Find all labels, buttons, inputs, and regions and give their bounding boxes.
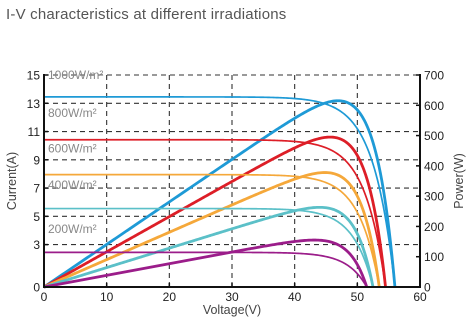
y-right-tick-label: 300: [424, 190, 444, 204]
x-tick-label: 30: [225, 290, 239, 304]
irradiance-label: 1000W/m²: [48, 68, 103, 82]
irradiance-label: 800W/m²: [48, 106, 97, 120]
y-left-tick-label: 11: [28, 125, 41, 139]
y-left-tick-label: 5: [33, 210, 40, 224]
x-tick-label: 20: [163, 290, 177, 304]
y-right-tick-label: 200: [424, 220, 444, 234]
y-left-tick-label: 15: [27, 69, 41, 83]
y-right-tick-label: 500: [424, 129, 444, 143]
y-right-tick-label: 0: [424, 281, 431, 295]
x-axis-label: Voltage(V): [203, 303, 261, 317]
y-left-tick-label: 13: [27, 97, 41, 111]
ticks: 0 10 20 30 40 50 60035791113150100200300400500…: [27, 69, 445, 305]
current-curve: [44, 138, 387, 288]
x-tick-label: 10: [100, 290, 114, 304]
irradiance-label: 200W/m²: [48, 222, 97, 236]
y-right-tick-label: 700: [424, 69, 444, 83]
power-curve: [43, 135, 387, 289]
y-left-tick-label: 9: [33, 153, 40, 167]
y-left-axis-label: Current(A): [5, 152, 19, 210]
irradiance-label: 600W/m²: [48, 141, 97, 155]
irradiance-labels: 1000W/m² 800W/m² 600W/m² 400W/m² 200W/m²: [48, 68, 103, 236]
current-curve: [44, 207, 374, 288]
y-left-tick-label: 3: [33, 238, 40, 252]
power-curve: [43, 171, 381, 289]
current-curve: [44, 173, 381, 288]
power-curve: [43, 238, 369, 289]
page-title: I-V characteristics at different irradia…: [6, 6, 287, 23]
y-right-tick-label: 600: [424, 99, 444, 113]
irradiance-label: 400W/m²: [48, 178, 97, 192]
x-tick-label: 0: [41, 290, 48, 304]
current-curve: [44, 251, 368, 288]
y-right-tick-label: 100: [424, 250, 444, 264]
x-tick-label: 50: [351, 290, 365, 304]
current-curve: [44, 96, 396, 288]
y-right-axis-label: Power(W): [452, 153, 466, 209]
power-curve: [43, 205, 375, 289]
y-left-tick-label: 7: [33, 182, 40, 196]
y-right-tick-label: 400: [424, 159, 444, 173]
x-tick-label: 60: [413, 290, 427, 304]
power-curve: [43, 99, 397, 289]
curves: [43, 96, 397, 289]
x-tick-label: 40: [288, 290, 302, 304]
y-left-tick-label: 0: [33, 281, 40, 295]
